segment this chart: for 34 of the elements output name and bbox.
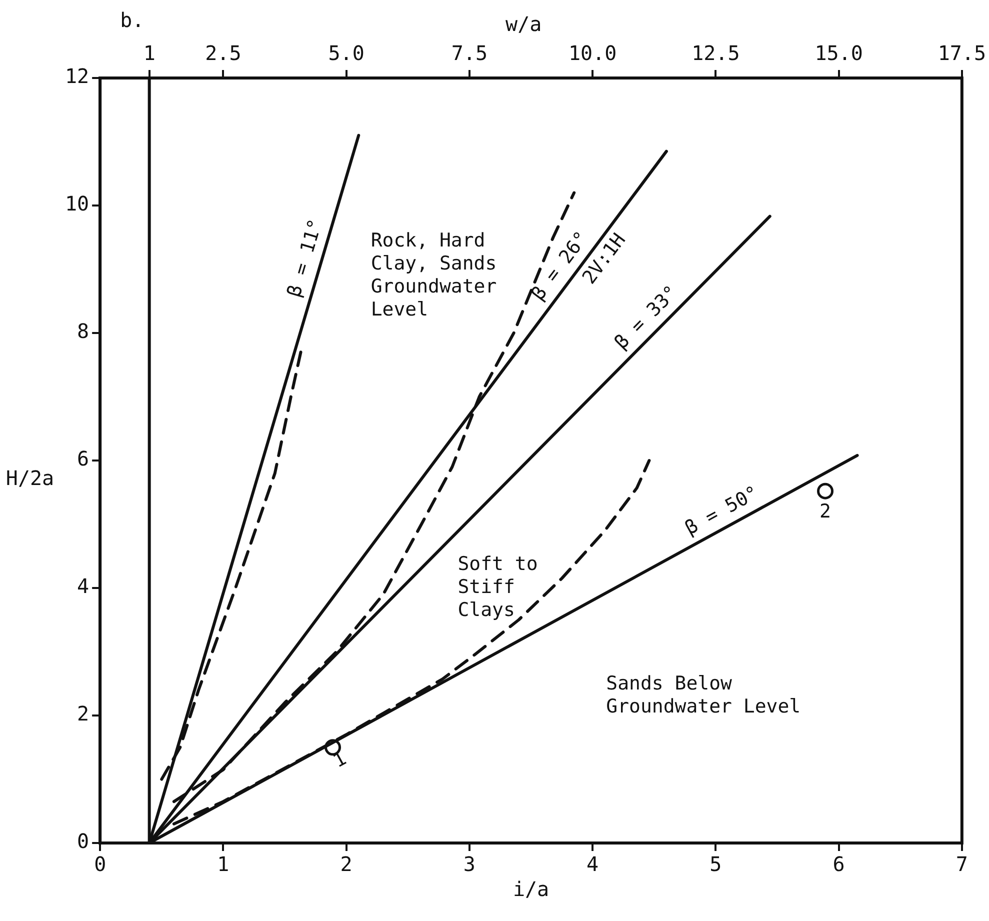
x-axis-title: i/a (512, 877, 550, 902)
y-axis-title: H/2a (6, 466, 54, 490)
annotation: Sands Below Groundwater Level (606, 672, 801, 718)
annotation: 2 (820, 500, 831, 523)
y-tick-label: 6 (77, 446, 90, 471)
y-tick-label: 4 (77, 574, 90, 598)
x2-tick-label: 1 (143, 41, 156, 66)
x2-tick-label: 17.5 (938, 41, 986, 66)
x2-tick-label: 10.0 (568, 41, 617, 66)
x-tick-label: 3 (463, 852, 476, 876)
x2-tick-label: 12.5 (692, 41, 740, 66)
text: β = 50° (681, 482, 762, 540)
x-tick-label: 7 (956, 852, 968, 876)
x2-axis-title: w/a (506, 12, 542, 36)
x-tick-label: 5 (710, 852, 722, 876)
x-tick-label: 1 (217, 852, 230, 876)
x-tick-label: 4 (586, 852, 599, 876)
chart-title: b. (120, 8, 144, 32)
text: β = 11° (283, 216, 327, 300)
x-tick-label: 0 (94, 852, 106, 876)
y-tick-label: 2 (77, 702, 90, 726)
x2-tick-label: 5.0 (328, 41, 364, 66)
y-tick-label: 8 (77, 319, 90, 344)
y-tick-label: 10 (64, 192, 90, 216)
annotation: Soft to Stiff Clays (458, 552, 538, 621)
annotation: Rock, Hard Clay, Sands Groundwater Level (370, 230, 497, 321)
x2-tick-label: 7.5 (451, 41, 488, 66)
text: β = 33° (610, 281, 682, 354)
y-tick-label: 0 (77, 829, 90, 854)
x2-tick-label: 15.0 (814, 41, 863, 66)
y-tick-label: 12 (64, 64, 90, 88)
x2-tick-label: 2.5 (205, 41, 242, 66)
x-tick-label: 2 (340, 852, 352, 876)
x-tick-label: 6 (832, 852, 845, 876)
